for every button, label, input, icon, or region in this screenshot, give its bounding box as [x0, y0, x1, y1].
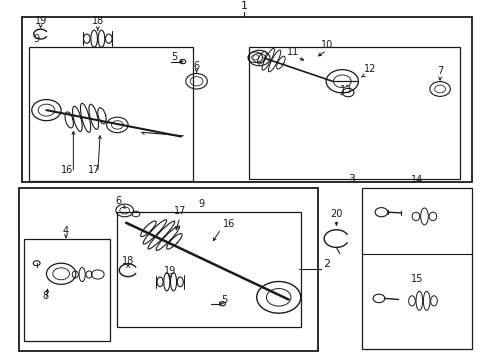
Text: 6: 6 — [115, 196, 121, 206]
Text: 20: 20 — [329, 208, 342, 219]
Text: 3: 3 — [348, 174, 355, 184]
Text: 1: 1 — [241, 0, 247, 10]
Bar — [117, 212, 300, 327]
Text: 15: 15 — [410, 274, 423, 284]
Text: 7: 7 — [436, 66, 442, 76]
Bar — [19, 188, 317, 351]
Text: 8: 8 — [42, 291, 48, 301]
Text: 18: 18 — [122, 256, 134, 266]
Text: 19: 19 — [163, 266, 176, 276]
Text: 2: 2 — [322, 259, 329, 269]
Text: 9: 9 — [33, 34, 40, 44]
Text: 13: 13 — [339, 85, 351, 95]
Bar — [24, 239, 110, 341]
Text: 18: 18 — [91, 16, 104, 26]
Bar — [361, 188, 471, 350]
Bar — [29, 47, 193, 180]
Text: 6: 6 — [193, 62, 199, 71]
Text: 9: 9 — [198, 199, 204, 210]
Text: 17: 17 — [88, 165, 101, 175]
Text: 17: 17 — [173, 206, 186, 216]
Text: 12: 12 — [364, 64, 376, 74]
Bar — [22, 17, 471, 182]
Text: 11: 11 — [286, 47, 299, 57]
Text: 16: 16 — [222, 219, 234, 229]
Text: 16: 16 — [61, 165, 74, 175]
Text: 14: 14 — [410, 175, 423, 185]
Text: 10: 10 — [320, 40, 332, 50]
Text: 4: 4 — [63, 226, 69, 236]
Text: 5: 5 — [221, 296, 227, 305]
Text: 19: 19 — [34, 16, 47, 26]
Text: 5: 5 — [170, 51, 177, 62]
Bar — [249, 47, 459, 179]
